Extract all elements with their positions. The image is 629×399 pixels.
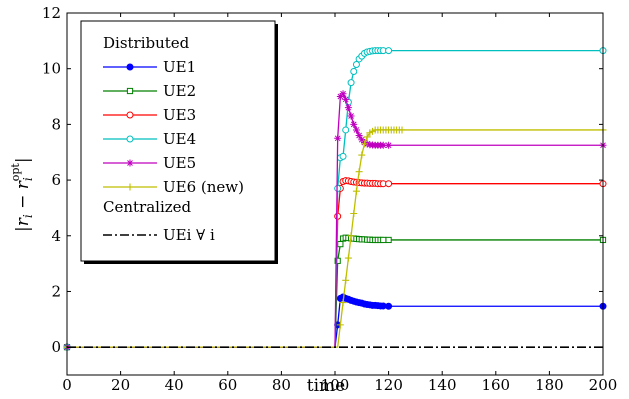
legend-group-distributed: Distributed bbox=[103, 34, 190, 52]
legend-marker bbox=[126, 111, 134, 119]
data-point bbox=[339, 152, 347, 160]
data-point bbox=[358, 151, 366, 159]
data-point bbox=[352, 126, 360, 134]
y-tick-label: 10 bbox=[42, 60, 61, 78]
x-tick-label: 160 bbox=[481, 376, 510, 394]
y-tick-label: 4 bbox=[51, 227, 61, 245]
data-point bbox=[385, 302, 393, 310]
y-tick-label: 12 bbox=[42, 4, 61, 22]
data-point bbox=[342, 95, 350, 103]
data-point bbox=[355, 168, 363, 176]
x-tick-label: 80 bbox=[272, 376, 291, 394]
y-tick-label: 6 bbox=[51, 171, 61, 189]
data-point bbox=[342, 276, 350, 284]
data-point bbox=[350, 120, 358, 128]
y-axis-label: |ri − riopt| bbox=[9, 157, 35, 232]
data-point bbox=[398, 126, 406, 134]
legend-label: UE4 bbox=[163, 130, 196, 148]
legend-label: UE1 bbox=[163, 58, 196, 76]
legend-marker bbox=[126, 159, 134, 167]
data-point bbox=[347, 112, 355, 120]
data-point bbox=[344, 104, 352, 112]
legend-entry: UEi ∀ i bbox=[103, 226, 215, 244]
x-tick-label: 180 bbox=[535, 376, 564, 394]
data-point bbox=[342, 126, 350, 134]
data-point bbox=[339, 90, 347, 98]
legend-entry: UE1 bbox=[103, 58, 196, 76]
legend: Distributed UE1 UE2 UE3 UE4 UE5 UE6 (new) Centr… bbox=[80, 20, 278, 264]
data-point bbox=[344, 254, 352, 262]
data-point bbox=[334, 134, 342, 142]
legend-entry: UE3 bbox=[103, 106, 196, 124]
legend-entry: UE6 (new) bbox=[103, 178, 244, 196]
data-point bbox=[385, 180, 393, 188]
data-point bbox=[355, 132, 363, 140]
data-point bbox=[385, 236, 392, 244]
data-point bbox=[358, 136, 366, 144]
legend-marker bbox=[126, 87, 134, 95]
legend-box bbox=[80, 20, 276, 262]
data-point bbox=[379, 141, 387, 149]
legend-label: UE2 bbox=[163, 82, 196, 100]
data-point bbox=[352, 187, 360, 195]
x-tick-label: 100 bbox=[321, 376, 350, 394]
data-point bbox=[339, 299, 347, 307]
plot-area bbox=[63, 47, 607, 351]
data-point bbox=[350, 209, 358, 217]
legend-label: UE6 (new) bbox=[163, 178, 244, 196]
legend-entry: UE2 bbox=[103, 82, 196, 100]
data-point bbox=[360, 140, 368, 148]
y-tick-label: 0 bbox=[51, 338, 61, 356]
data-point bbox=[347, 232, 355, 240]
data-point bbox=[385, 141, 393, 149]
series-4 bbox=[63, 47, 607, 351]
data-point bbox=[385, 47, 393, 55]
legend-marker bbox=[126, 183, 134, 191]
legend-marker bbox=[126, 135, 134, 143]
data-point bbox=[337, 241, 344, 248]
x-tick-label: 120 bbox=[374, 376, 403, 394]
data-point bbox=[380, 236, 387, 244]
x-axis-label: time bbox=[307, 376, 345, 396]
y-tick-label: 8 bbox=[51, 115, 61, 133]
series-3 bbox=[63, 177, 607, 351]
x-tick-label: 0 bbox=[62, 376, 72, 394]
data-point bbox=[334, 257, 341, 264]
x-tick-label: 40 bbox=[165, 376, 184, 394]
legend-marker bbox=[126, 63, 134, 71]
legend-entry: UE5 bbox=[103, 154, 196, 172]
data-point bbox=[347, 79, 355, 87]
data-point bbox=[336, 321, 344, 329]
legend-label: UE5 bbox=[163, 154, 196, 172]
series-6 bbox=[63, 126, 607, 351]
x-tick-label: 20 bbox=[111, 376, 130, 394]
x-tick-label: 140 bbox=[428, 376, 457, 394]
data-point bbox=[350, 67, 358, 75]
data-point bbox=[352, 61, 360, 69]
legend-entry: UE4 bbox=[103, 130, 196, 148]
data-point bbox=[336, 93, 344, 101]
axes: 0 20 40 60 80 100 120 140 160 180 200 0 2 4 6 8 10 12 time… bbox=[9, 4, 617, 396]
y-tick-label: 2 bbox=[51, 282, 61, 300]
data-point bbox=[363, 133, 371, 141]
legend-label: UE3 bbox=[163, 106, 196, 124]
legend-label: UEi ∀ i bbox=[163, 226, 215, 244]
x-tick-label: 60 bbox=[218, 376, 237, 394]
x-tick-label: 200 bbox=[589, 376, 618, 394]
legend-group-centralized: Centralized bbox=[103, 198, 192, 216]
